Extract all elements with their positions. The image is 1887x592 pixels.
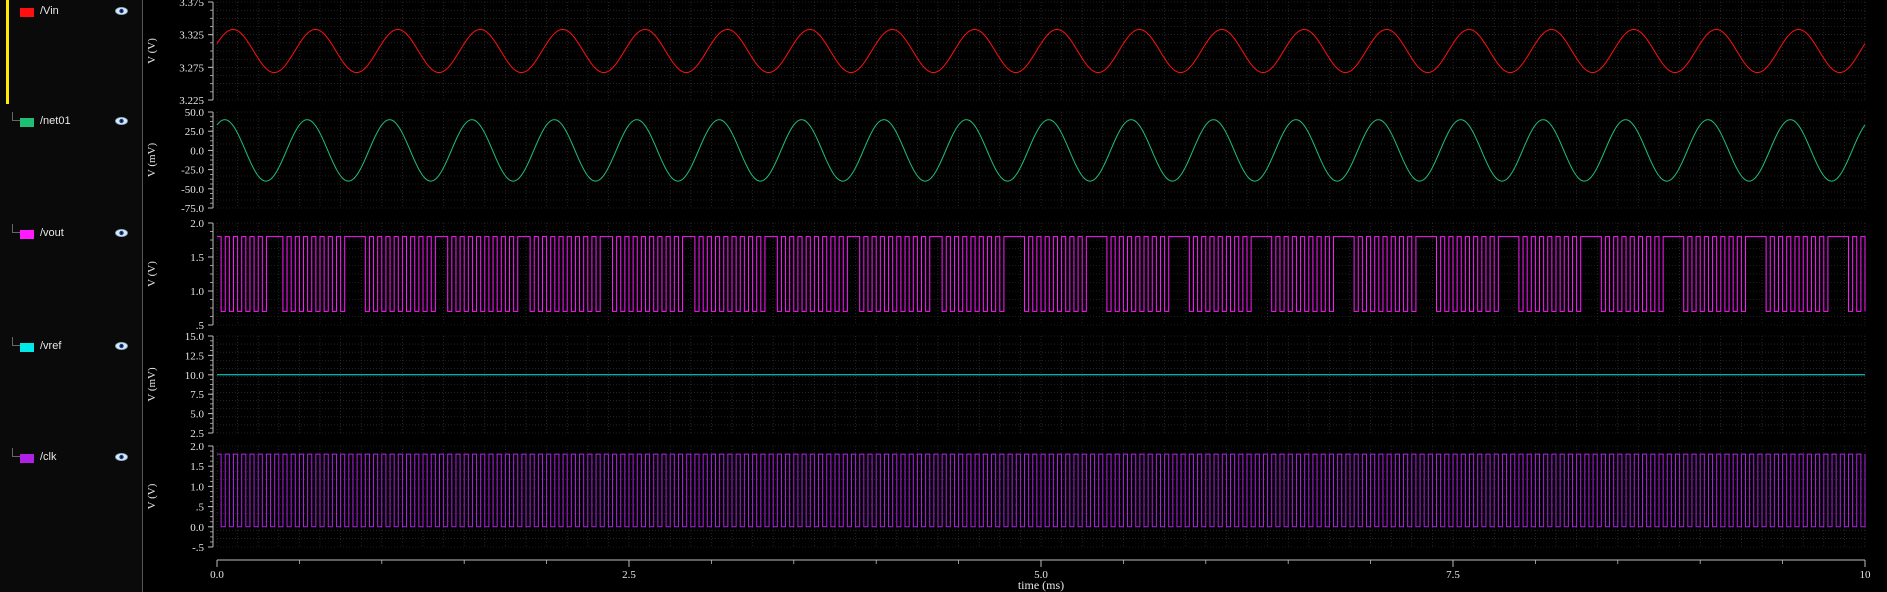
y-tick-label: 12.5 <box>185 350 205 362</box>
eye-icon[interactable] <box>115 452 128 462</box>
eye-icon[interactable] <box>115 6 128 16</box>
y-tick-label: 1.0 <box>190 481 204 493</box>
signal-name[interactable]: /vref <box>40 340 62 352</box>
y-tick-label: 50.0 <box>185 107 205 119</box>
y-tick-label: 10.0 <box>185 370 205 382</box>
waveform-plot-area[interactable]: 3.375 3.325 3.275 3.225 V (V) 50.0 25.0 0.0 -25.… <box>143 0 1887 592</box>
signal-browser-panel: /Vin/net01/vout/vref/clk <box>0 0 143 592</box>
y-tick-label: 2.0 <box>190 218 204 230</box>
eye-icon[interactable] <box>115 341 128 351</box>
waveform-trace-net01[interactable] <box>216 119 1866 182</box>
x-axis-label: time (ms) <box>1018 578 1064 592</box>
signal-name[interactable]: /vout <box>40 227 64 239</box>
y-tick-label: -.5 <box>192 542 204 554</box>
signal-row-clk[interactable]: /clk <box>0 448 142 466</box>
selection-marker <box>6 0 9 104</box>
x-tick-label: 7.5 <box>1446 569 1460 581</box>
y-tick-label: 3.225 <box>179 95 204 107</box>
y-tick-label: 7.5 <box>190 389 204 401</box>
y-tick-label: 0.0 <box>190 522 204 534</box>
signal-row-net01[interactable]: /net01 <box>0 112 142 130</box>
x-tick-label: 5.0 <box>1034 569 1048 581</box>
y-tick-label: 2.5 <box>190 428 204 440</box>
tree-connector <box>12 448 20 457</box>
signal-row-vref[interactable]: /vref <box>0 337 142 355</box>
panel-grid <box>216 111 1866 209</box>
panel-grid <box>216 1 1866 101</box>
y-tick-label: 3.325 <box>179 30 204 42</box>
y-tick-label: 2.0 <box>190 441 204 453</box>
eye-icon[interactable] <box>115 228 128 238</box>
eye-icon[interactable] <box>115 116 128 126</box>
y-tick-label: -50.0 <box>181 184 204 196</box>
y-tick-label: 1.5 <box>190 252 204 264</box>
y-tick-label: .5 <box>196 502 205 514</box>
y-axis-label: V (V) <box>146 261 158 287</box>
tree-connector <box>12 224 20 233</box>
y-tick-label: 15.0 <box>185 331 205 343</box>
y-tick-label: 5.0 <box>190 409 204 421</box>
signal-row-Vin[interactable]: /Vin <box>0 4 142 20</box>
y-tick-label: .5 <box>196 320 205 332</box>
x-tick-label: 0.0 <box>210 569 224 581</box>
waveform-trace-clk[interactable] <box>217 453 1866 528</box>
waveform-trace-Vin[interactable] <box>216 28 1866 74</box>
panel-grid <box>216 445 1866 548</box>
signal-name[interactable]: /net01 <box>40 115 71 127</box>
y-axis-label: V (mV) <box>146 143 158 178</box>
panel-grid <box>216 335 1866 434</box>
y-tick-label: 0.0 <box>190 145 204 157</box>
signal-color-swatch[interactable] <box>20 118 34 127</box>
signal-name[interactable]: /clk <box>40 451 57 463</box>
tree-connector <box>12 337 20 346</box>
waveform-trace-vout[interactable] <box>217 236 1866 312</box>
signal-name[interactable]: /Vin <box>40 5 59 17</box>
signal-row-vout[interactable]: /vout <box>0 224 142 242</box>
y-tick-label: -25.0 <box>181 165 204 177</box>
y-axis-label: V (V) <box>146 483 158 509</box>
y-tick-label: 3.375 <box>179 0 204 9</box>
y-axis-label: V (V) <box>146 38 158 64</box>
y-tick-label: 1.5 <box>190 461 204 473</box>
y-tick-label: 3.275 <box>179 62 204 74</box>
signal-color-swatch[interactable] <box>20 454 34 463</box>
signal-color-swatch[interactable] <box>20 230 34 239</box>
y-tick-label: 25.0 <box>185 126 205 138</box>
signal-color-swatch[interactable] <box>20 343 34 352</box>
y-tick-label: 1.0 <box>190 286 204 298</box>
x-tick-label: 10 <box>1860 569 1872 581</box>
signal-color-swatch[interactable] <box>20 8 34 17</box>
y-axis-label: V (mV) <box>146 367 158 402</box>
y-tick-label: -75.0 <box>181 203 204 215</box>
x-tick-label: 2.5 <box>622 569 636 581</box>
tree-connector <box>12 112 20 121</box>
